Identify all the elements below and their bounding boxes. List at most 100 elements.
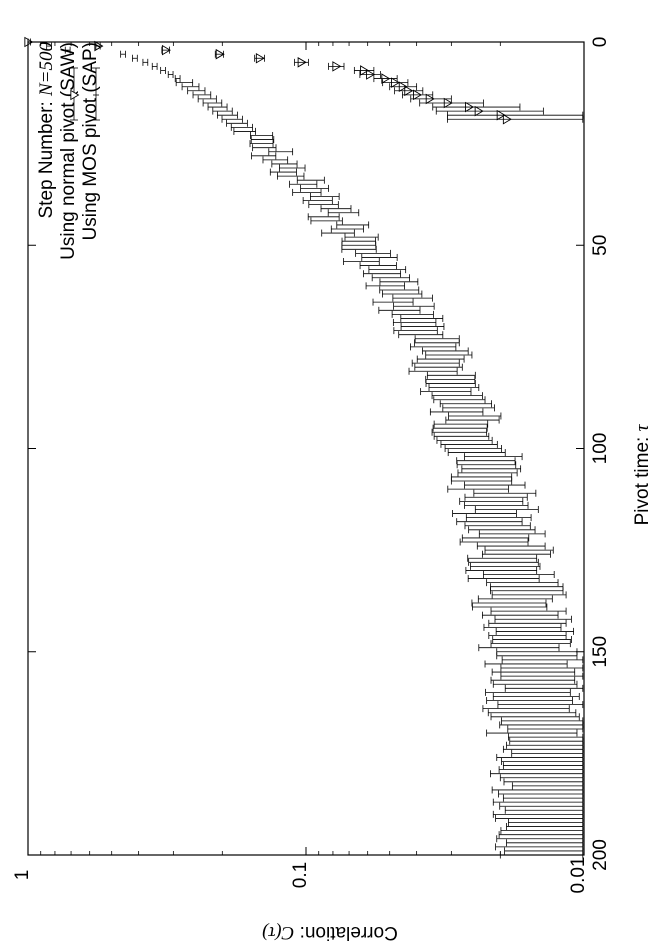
sap-point [187, 87, 206, 95]
sap-point [310, 217, 343, 225]
sap-point [495, 627, 574, 635]
saw-point [294, 57, 309, 68]
sap-point [491, 786, 584, 794]
sap-point [363, 270, 401, 278]
sap-point [341, 241, 377, 249]
sap-point [411, 359, 460, 367]
sap-point [447, 485, 509, 493]
sap-point [486, 697, 573, 705]
series-mos-pivot-sap [27, 38, 584, 859]
sap-point [181, 83, 200, 91]
sap-point [502, 762, 584, 770]
sap-point [500, 664, 584, 672]
sap-point [511, 782, 584, 790]
triangle-marker [366, 69, 376, 80]
saw-point [328, 61, 345, 72]
sap-point [447, 449, 506, 457]
triangle-marker [24, 36, 34, 48]
sap-point [432, 424, 488, 432]
sap-point [457, 469, 518, 477]
sap-point [268, 148, 294, 156]
triangle-marker [255, 52, 265, 64]
sap-point [490, 676, 576, 684]
sap-point [482, 705, 570, 713]
sap-point [230, 123, 253, 131]
sap-point [398, 331, 444, 339]
sap-point [502, 745, 584, 753]
sap-point [477, 595, 553, 603]
sap-point [506, 741, 584, 749]
sap-point [492, 810, 584, 818]
sap-point [471, 599, 547, 607]
sap-point [490, 713, 580, 721]
sap-point [506, 839, 584, 847]
sap-point [496, 835, 584, 843]
sap-point [64, 46, 71, 54]
sap-point [175, 79, 194, 87]
sap-point [484, 660, 568, 668]
sap-point [167, 71, 174, 79]
sap-point [511, 749, 584, 757]
sap-point [202, 99, 223, 107]
triangle-marker [413, 89, 423, 101]
sap-point [496, 652, 578, 660]
x-axis-title: Pivot time: τ [632, 423, 653, 525]
sap-point [262, 156, 289, 164]
sap-point [132, 54, 138, 62]
sap-point [433, 420, 489, 428]
sap-point [450, 473, 513, 481]
sap-point [465, 514, 532, 522]
sap-point [492, 798, 584, 806]
triangle-marker [443, 97, 453, 109]
sap-point [392, 318, 437, 326]
sap-point [160, 66, 166, 74]
sap-point [488, 619, 567, 627]
sap-point [250, 136, 275, 144]
saw-point [353, 65, 375, 76]
saw-point [254, 52, 265, 64]
y-axis-title-text: Correlation: [294, 922, 398, 943]
sap-point [393, 302, 435, 310]
sap-point [508, 818, 584, 826]
sap-point [382, 290, 423, 298]
sap-point [414, 339, 460, 347]
sap-point [400, 314, 444, 322]
sap-point [465, 566, 538, 574]
sap-point [327, 209, 360, 217]
sap-point [410, 343, 457, 351]
sap-point [504, 847, 584, 855]
sap-point [428, 384, 480, 392]
triangle-marker [496, 109, 506, 121]
sap-point [501, 758, 584, 766]
sap-point [498, 766, 584, 774]
sap-point [425, 375, 476, 383]
sap-point [506, 823, 584, 831]
sap-point [490, 640, 571, 648]
triangle-marker [465, 101, 475, 113]
sap-point [300, 184, 329, 192]
sap-point [429, 408, 484, 416]
sap-point [502, 794, 584, 802]
triangle-marker [161, 44, 171, 56]
sap-point [343, 258, 380, 266]
sap-point [292, 188, 322, 196]
sap-point [486, 579, 559, 587]
sap-point [271, 160, 298, 168]
sap-point [378, 306, 421, 314]
sap-point [361, 253, 398, 261]
sap-point [341, 245, 377, 253]
sap-point [485, 688, 571, 696]
triangle-marker [381, 73, 391, 84]
sap-point [321, 229, 355, 237]
sap-point [221, 115, 243, 123]
sap-point [233, 127, 256, 135]
sap-point [422, 347, 469, 355]
sap-point [444, 445, 502, 452]
sap-point [509, 737, 584, 745]
sap-point [207, 103, 228, 111]
sap-point [495, 843, 584, 851]
sap-point [393, 327, 438, 335]
sap-point [497, 701, 584, 709]
saw-point [94, 40, 104, 52]
sap-point [400, 323, 445, 331]
